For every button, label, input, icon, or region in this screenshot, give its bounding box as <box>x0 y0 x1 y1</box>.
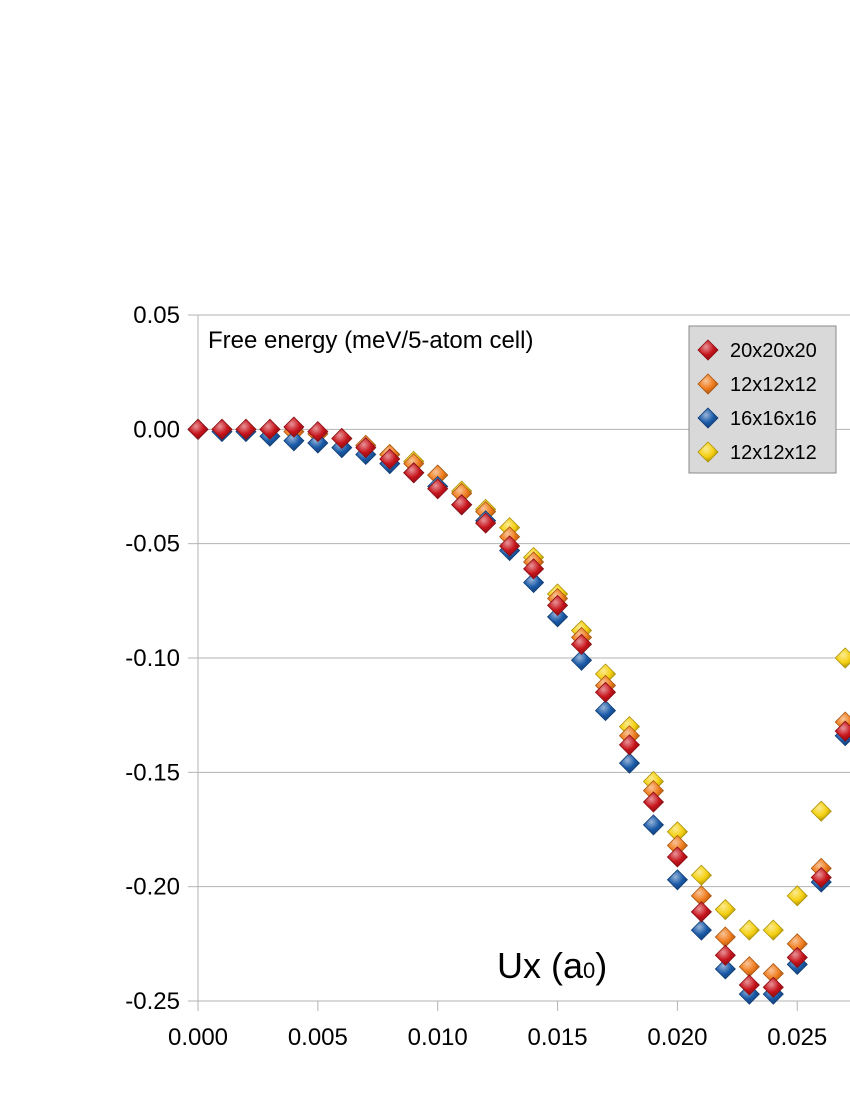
series-3 <box>187 418 850 1005</box>
data-point <box>451 494 473 516</box>
y-tick-label: -0.25 <box>125 988 180 1015</box>
data-points <box>187 416 850 1005</box>
data-point <box>594 700 617 722</box>
x-axis-label-subscript: 0 <box>583 958 595 983</box>
y-tick-label: 0.00 <box>133 416 180 443</box>
series-2 <box>187 418 850 985</box>
data-point <box>235 418 257 440</box>
data-point <box>379 448 401 470</box>
data-point <box>738 974 760 996</box>
x-axis-label: Ux (a0) <box>497 945 607 986</box>
data-point <box>523 571 545 594</box>
data-point <box>690 919 712 941</box>
grid-lines <box>198 314 850 888</box>
data-point <box>714 944 736 966</box>
data-point <box>690 901 712 923</box>
data-point <box>187 418 209 440</box>
legend-label: 12x12x12 <box>730 442 817 464</box>
x-tick-label: 0.010 <box>408 1024 468 1051</box>
y-tick-label: 0.05 <box>133 302 180 329</box>
data-point <box>570 649 593 671</box>
data-point <box>546 594 569 616</box>
x-axis-label-main: Ux (a <box>497 945 584 986</box>
x-tick-label: 0.025 <box>767 1024 827 1051</box>
data-point <box>307 421 329 443</box>
data-point <box>786 885 808 907</box>
data-point <box>642 814 665 836</box>
data-point <box>762 919 784 941</box>
x-tick-label: 0.020 <box>647 1024 707 1051</box>
legend-marker <box>697 407 719 429</box>
data-point <box>834 720 850 742</box>
data-point <box>834 647 850 669</box>
data-point <box>594 681 617 703</box>
data-point <box>355 437 377 459</box>
legend-label: 12x12x12 <box>730 374 817 396</box>
data-point <box>283 416 305 438</box>
y-tick-label: -0.05 <box>125 531 180 558</box>
y-tick-labels: 0.05 0.00 -0.05 -0.10 -0.15 -0.20 -0.25 <box>125 302 198 1015</box>
data-point <box>762 976 784 998</box>
chart-title: Free energy (meV/5-atom cell) <box>208 327 533 354</box>
data-point <box>523 558 545 580</box>
x-tick-label: 0.015 <box>528 1024 588 1051</box>
data-point <box>738 919 760 941</box>
data-point <box>690 864 712 886</box>
data-point <box>786 946 808 969</box>
data-point <box>618 752 641 774</box>
data-point <box>810 866 832 889</box>
legend-label: 20x20x20 <box>730 340 817 362</box>
data-point <box>307 432 329 454</box>
y-tick-label: -0.15 <box>125 759 180 786</box>
data-point <box>259 418 281 440</box>
y-tick-label: -0.10 <box>125 645 180 672</box>
data-point <box>475 512 497 534</box>
data-point <box>810 800 832 822</box>
data-point <box>499 535 521 557</box>
data-point <box>666 846 688 868</box>
data-point <box>283 430 305 452</box>
data-point <box>427 478 449 500</box>
y-tick-label: -0.20 <box>125 874 180 901</box>
data-point <box>618 734 641 756</box>
legend-marker <box>697 373 719 395</box>
data-point <box>666 869 688 891</box>
data-point <box>714 898 736 921</box>
data-point <box>738 956 760 978</box>
x-tick-labels: 0.000 0.005 0.010 0.015 0.020 0.025 <box>168 1001 827 1051</box>
x-axis-label-close: ) <box>595 945 607 986</box>
legend-label: 16x16x16 <box>730 408 817 430</box>
data-point <box>546 606 569 628</box>
series-1 <box>187 416 850 998</box>
data-point <box>331 427 353 450</box>
legend-marker <box>697 441 719 463</box>
x-tick-label: 0.000 <box>168 1024 228 1051</box>
data-point <box>714 958 736 980</box>
legend-marker <box>697 339 719 361</box>
data-point <box>642 791 665 813</box>
legend: 20x20x20 12x12x12 16x16x16 12x12x12 <box>688 325 837 474</box>
x-tick-label: 0.005 <box>288 1024 348 1051</box>
data-point <box>403 462 425 484</box>
data-point <box>714 926 736 948</box>
data-point <box>211 418 233 440</box>
data-point <box>570 633 593 655</box>
